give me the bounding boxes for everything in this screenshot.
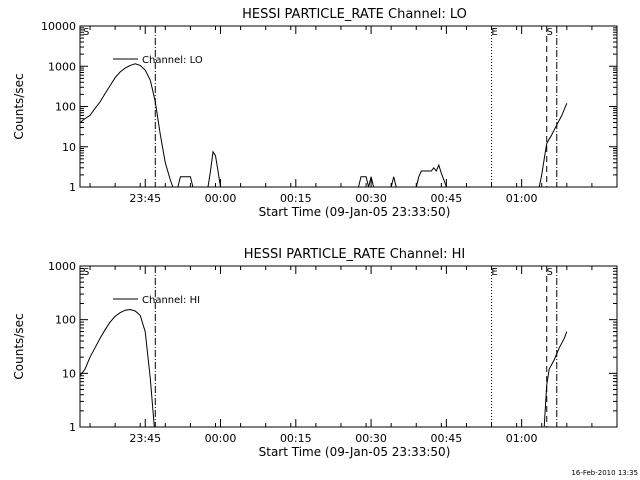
x-axis-label: Start Time (09-Jan-05 23:33:50) bbox=[259, 445, 451, 459]
panel-channel-hi: HESSI PARTICLE_RATE Channel: HI 1 10 100 100… bbox=[12, 247, 618, 459]
y-tick-label: 10000 bbox=[41, 20, 76, 33]
marker-label: E bbox=[491, 27, 497, 38]
y-tick-label: 1000 bbox=[48, 60, 76, 73]
series-line bbox=[79, 308, 155, 428]
series-line bbox=[358, 176, 375, 188]
legend-label: Channel: LO bbox=[142, 55, 203, 66]
x-tick-label: 00:45 bbox=[431, 432, 463, 445]
legend-label: Channel: HI bbox=[142, 295, 200, 306]
plot-frame bbox=[79, 265, 618, 428]
y-tick-label: 10 bbox=[62, 141, 76, 154]
y-axis-label: Counts/sec bbox=[12, 73, 26, 139]
marker-label: E bbox=[491, 267, 497, 278]
x-tick-label: 00:30 bbox=[355, 432, 387, 445]
x-tick-label: 00:45 bbox=[431, 192, 463, 205]
x-tick-label: 00:15 bbox=[280, 192, 312, 205]
series-line bbox=[390, 176, 397, 188]
x-tick-label: 01:00 bbox=[506, 192, 538, 205]
series-line bbox=[415, 163, 447, 188]
footer-timestamp: 16-Feb-2010 13:35 bbox=[571, 469, 638, 477]
x-tick-label: 00:00 bbox=[205, 432, 237, 445]
x-tick-label: 01:00 bbox=[506, 432, 538, 445]
y-tick-label: 10 bbox=[62, 367, 76, 380]
marker-label: S bbox=[83, 27, 89, 38]
series-line bbox=[543, 331, 568, 428]
x-axis-label: Start Time (09-Jan-05 23:33:50) bbox=[259, 205, 451, 219]
marker-label: S bbox=[547, 267, 553, 278]
chart-title: HESSI PARTICLE_RATE Channel: LO bbox=[242, 7, 467, 22]
y-tick-label: 100 bbox=[55, 101, 76, 114]
y-tick-label: 1 bbox=[69, 421, 76, 434]
series-line bbox=[79, 63, 174, 188]
series-line bbox=[177, 176, 194, 188]
x-tick-label: 23:45 bbox=[129, 192, 161, 205]
x-tick-label: 00:00 bbox=[205, 192, 237, 205]
series-line bbox=[538, 103, 568, 188]
marker-label: S bbox=[83, 267, 89, 278]
marker-label: S bbox=[547, 27, 553, 38]
y-tick-label: 1000 bbox=[48, 260, 76, 273]
series-line bbox=[207, 150, 221, 188]
chart-title: HESSI PARTICLE_RATE Channel: HI bbox=[244, 247, 465, 262]
x-tick-label: 23:45 bbox=[129, 432, 161, 445]
y-tick-label: 1 bbox=[69, 181, 76, 194]
y-axis-label: Counts/sec bbox=[12, 313, 26, 379]
plot-frame bbox=[79, 25, 618, 188]
x-tick-label: 00:30 bbox=[355, 192, 387, 205]
x-tick-label: 00:15 bbox=[280, 432, 312, 445]
y-tick-label: 100 bbox=[55, 314, 76, 327]
panel-channel-lo: HESSI PARTICLE_RATE Channel: LO 1 10 100 100… bbox=[12, 7, 618, 219]
